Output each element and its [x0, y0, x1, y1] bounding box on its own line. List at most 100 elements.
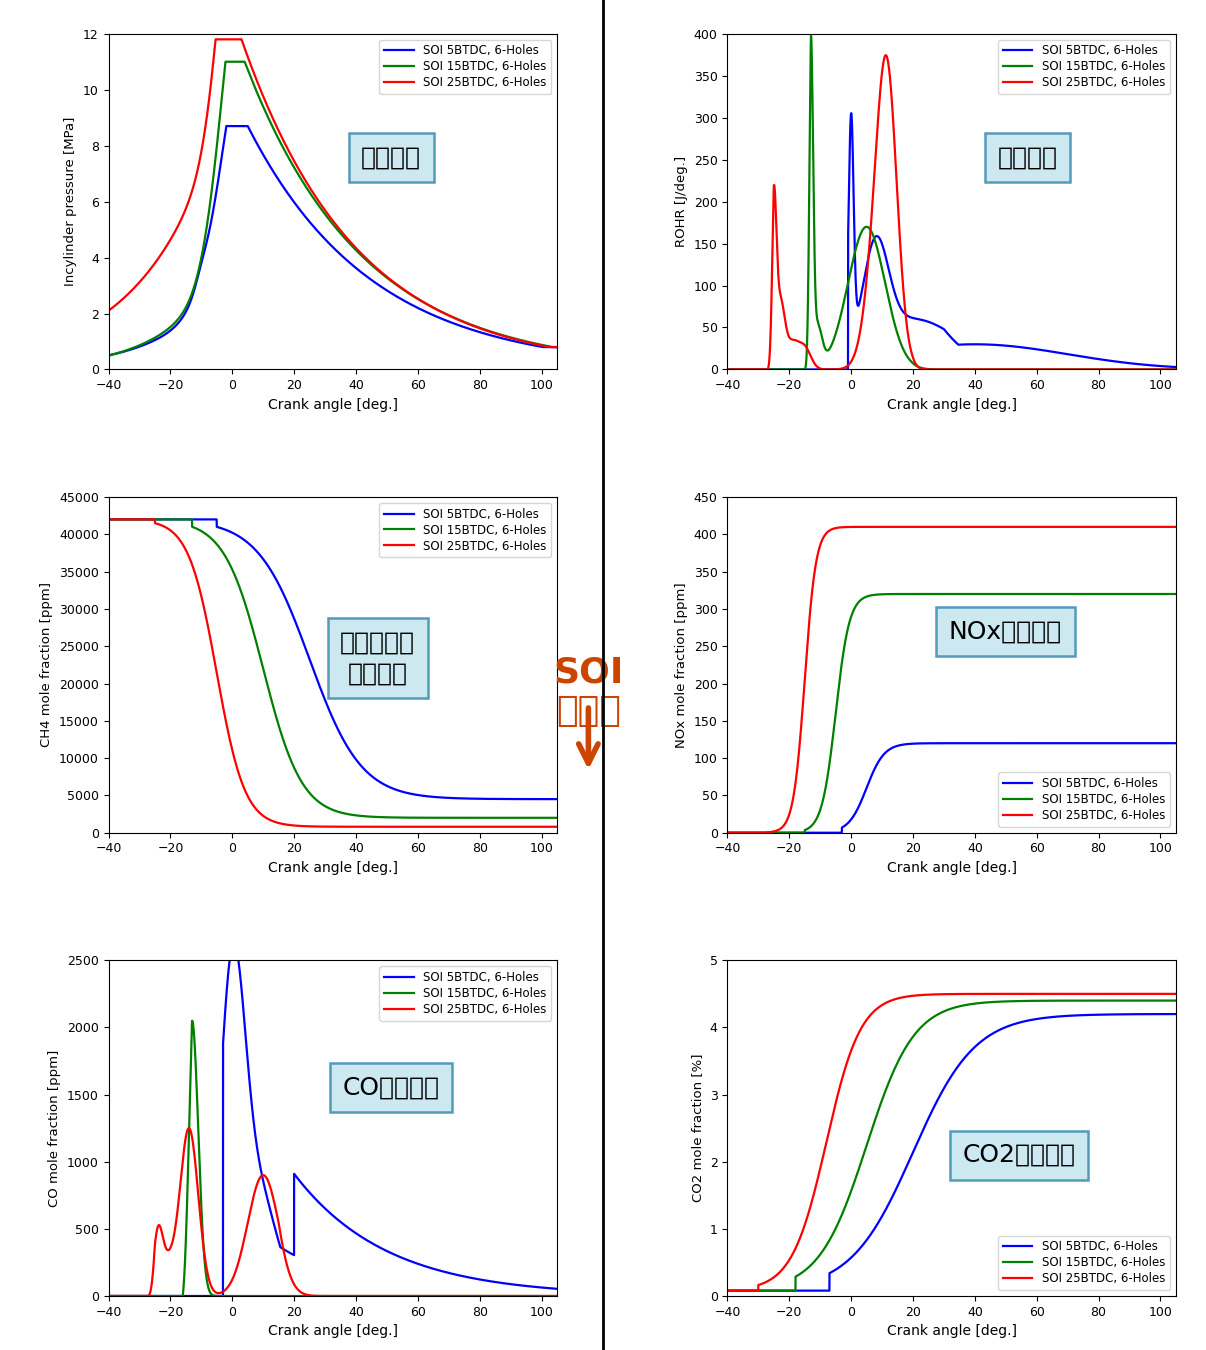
SOI 25BTDC, 6-Holes — [152, 248, 166, 265]
Legend: SOI 5BTDC, 6-Holes, SOI 15BTDC, 6-Holes, SOI 25BTDC, 6-Holes: SOI 5BTDC, 6-Holes, SOI 15BTDC, 6-Holes,… — [999, 39, 1170, 94]
SOI 15BTDC, 6-Holes — [124, 1288, 139, 1304]
SOI 15BTDC, 6-Holes — [541, 810, 556, 826]
Text: SOI
遅角化: SOI 遅角化 — [554, 655, 624, 729]
SOI 5BTDC, 6-Holes — [798, 1282, 813, 1299]
SOI 5BTDC, 6-Holes — [1169, 1006, 1183, 1022]
SOI 25BTDC, 6-Holes — [1169, 518, 1183, 535]
SOI 25BTDC, 6-Holes — [550, 339, 564, 355]
SOI 15BTDC, 6-Holes — [1160, 586, 1175, 602]
SOI 5BTDC, 6-Holes — [101, 512, 116, 528]
Y-axis label: CH4 mole fraction [ppm]: CH4 mole fraction [ppm] — [40, 582, 53, 748]
X-axis label: Crank angle [deg.]: Crank angle [deg.] — [268, 1324, 398, 1338]
SOI 5BTDC, 6-Holes — [293, 625, 308, 641]
SOI 5BTDC, 6-Holes — [883, 266, 897, 282]
SOI 25BTDC, 6-Holes — [720, 1282, 734, 1299]
SOI 15BTDC, 6-Holes — [883, 296, 897, 312]
SOI 15BTDC, 6-Holes — [367, 1288, 381, 1304]
SOI 15BTDC, 6-Holes — [1005, 362, 1019, 378]
Line: SOI 5BTDC, 6-Holes: SOI 5BTDC, 6-Holes — [727, 744, 1176, 833]
SOI 25BTDC, 6-Holes — [543, 339, 557, 355]
SOI 15BTDC, 6-Holes — [541, 338, 556, 354]
SOI 5BTDC, 6-Holes — [1112, 1006, 1126, 1022]
SOI 15BTDC, 6-Holes — [101, 512, 116, 528]
SOI 25BTDC, 6-Holes — [434, 1288, 449, 1304]
SOI 15BTDC, 6-Holes — [493, 327, 508, 343]
SOI 25BTDC, 6-Holes — [550, 818, 564, 834]
SOI 25BTDC, 6-Holes — [798, 1215, 813, 1231]
SOI 5BTDC, 6-Holes — [493, 329, 508, 346]
SOI 25BTDC, 6-Holes — [541, 818, 556, 834]
SOI 15BTDC, 6-Holes — [1053, 362, 1067, 378]
SOI 15BTDC, 6-Holes — [720, 362, 734, 378]
Legend: SOI 5BTDC, 6-Holes, SOI 15BTDC, 6-Holes, SOI 25BTDC, 6-Holes: SOI 5BTDC, 6-Holes, SOI 15BTDC, 6-Holes,… — [999, 1235, 1170, 1291]
Text: CO2モル分率: CO2モル分率 — [962, 1143, 1076, 1166]
SOI 25BTDC, 6-Holes — [1112, 986, 1126, 1002]
SOI 25BTDC, 6-Holes — [274, 127, 288, 143]
SOI 25BTDC, 6-Holes — [367, 1288, 381, 1304]
SOI 5BTDC, 6-Holes — [912, 1131, 926, 1148]
SOI 25BTDC, 6-Holes — [264, 1181, 279, 1197]
SOI 25BTDC, 6-Holes — [912, 987, 926, 1003]
Line: SOI 15BTDC, 6-Holes: SOI 15BTDC, 6-Holes — [727, 594, 1176, 833]
SOI 5BTDC, 6-Holes — [985, 336, 1000, 352]
SOI 25BTDC, 6-Holes — [209, 31, 223, 47]
SOI 5BTDC, 6-Holes — [912, 736, 926, 752]
Y-axis label: CO mole fraction [ppm]: CO mole fraction [ppm] — [48, 1049, 62, 1207]
SOI 5BTDC, 6-Holes — [124, 1288, 139, 1304]
SOI 15BTDC, 6-Holes — [458, 1288, 473, 1304]
SOI 15BTDC, 6-Holes — [1160, 992, 1175, 1008]
SOI 15BTDC, 6-Holes — [1169, 992, 1183, 1008]
SOI 15BTDC, 6-Holes — [1112, 586, 1126, 602]
SOI 25BTDC, 6-Holes — [1169, 986, 1183, 1002]
SOI 5BTDC, 6-Holes — [1160, 1006, 1175, 1022]
SOI 5BTDC, 6-Holes — [772, 1282, 786, 1299]
SOI 25BTDC, 6-Holes — [550, 1288, 564, 1304]
SOI 15BTDC, 6-Holes — [772, 825, 786, 841]
SOI 5BTDC, 6-Holes — [541, 791, 556, 807]
SOI 5BTDC, 6-Holes — [743, 362, 757, 378]
X-axis label: Crank angle [deg.]: Crank angle [deg.] — [886, 398, 1017, 412]
SOI 25BTDC, 6-Holes — [892, 518, 907, 535]
Legend: SOI 5BTDC, 6-Holes, SOI 15BTDC, 6-Holes, SOI 25BTDC, 6-Holes: SOI 5BTDC, 6-Holes, SOI 15BTDC, 6-Holes,… — [380, 504, 551, 558]
SOI 15BTDC, 6-Holes — [892, 586, 907, 602]
SOI 15BTDC, 6-Holes — [985, 362, 1000, 378]
SOI 5BTDC, 6-Holes — [720, 825, 734, 841]
Text: COモル分率: COモル分率 — [343, 1076, 439, 1100]
SOI 15BTDC, 6-Holes — [218, 54, 233, 70]
SOI 5BTDC, 6-Holes — [892, 1174, 907, 1191]
Line: SOI 25BTDC, 6-Holes: SOI 25BTDC, 6-Holes — [109, 1129, 557, 1296]
SOI 25BTDC, 6-Holes — [720, 825, 734, 841]
SOI 15BTDC, 6-Holes — [293, 771, 308, 787]
Text: NOxモル分率: NOxモル分率 — [949, 620, 1062, 644]
SOI 5BTDC, 6-Holes — [1112, 736, 1126, 752]
SOI 15BTDC, 6-Holes — [720, 825, 734, 841]
Line: SOI 25BTDC, 6-Holes: SOI 25BTDC, 6-Holes — [727, 55, 1176, 370]
SOI 5BTDC, 6-Holes — [152, 329, 166, 346]
Line: SOI 5BTDC, 6-Holes: SOI 5BTDC, 6-Holes — [727, 113, 1176, 370]
SOI 15BTDC, 6-Holes — [1112, 992, 1126, 1008]
SOI 5BTDC, 6-Holes — [720, 362, 734, 378]
SOI 15BTDC, 6-Holes — [274, 724, 288, 740]
SOI 5BTDC, 6-Holes — [1077, 348, 1091, 364]
Line: SOI 5BTDC, 6-Holes: SOI 5BTDC, 6-Holes — [109, 944, 557, 1296]
X-axis label: Crank angle [deg.]: Crank angle [deg.] — [268, 398, 398, 412]
X-axis label: Crank angle [deg.]: Crank angle [deg.] — [886, 861, 1017, 875]
Line: SOI 15BTDC, 6-Holes: SOI 15BTDC, 6-Holes — [109, 520, 557, 818]
SOI 25BTDC, 6-Holes — [912, 518, 926, 535]
SOI 5BTDC, 6-Holes — [1169, 359, 1183, 375]
SOI 5BTDC, 6-Holes — [434, 1262, 449, 1278]
SOI 15BTDC, 6-Holes — [550, 1288, 564, 1304]
SOI 25BTDC, 6-Holes — [541, 339, 556, 355]
SOI 15BTDC, 6-Holes — [1169, 362, 1183, 378]
SOI 25BTDC, 6-Holes — [274, 815, 288, 832]
SOI 25BTDC, 6-Holes — [293, 818, 308, 834]
SOI 15BTDC, 6-Holes — [264, 1288, 279, 1304]
SOI 25BTDC, 6-Holes — [178, 543, 193, 559]
SOI 25BTDC, 6-Holes — [386, 1288, 400, 1304]
SOI 25BTDC, 6-Holes — [892, 990, 907, 1006]
SOI 15BTDC, 6-Holes — [798, 1262, 813, 1278]
Line: SOI 5BTDC, 6-Holes: SOI 5BTDC, 6-Holes — [109, 520, 557, 799]
Line: SOI 25BTDC, 6-Holes: SOI 25BTDC, 6-Holes — [727, 994, 1176, 1291]
Y-axis label: ROHR [J/deg.]: ROHR [J/deg.] — [675, 157, 689, 247]
SOI 15BTDC, 6-Holes — [803, 27, 818, 43]
